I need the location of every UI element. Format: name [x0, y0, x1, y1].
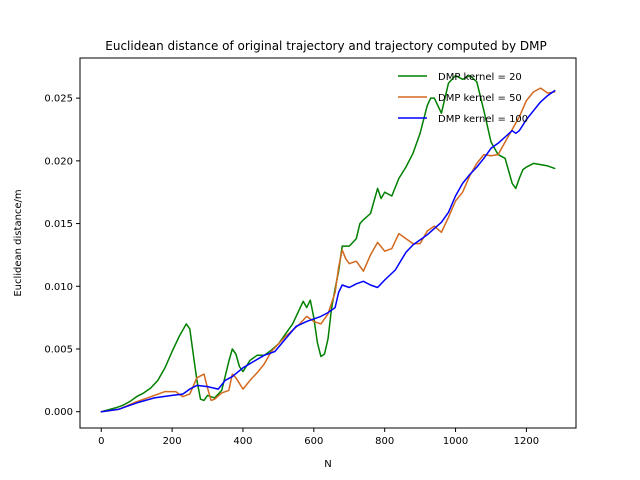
y-tick-label: 0.015 [44, 219, 73, 230]
y-tick-label: 0.020 [44, 156, 73, 167]
legend-label: DMP kernel = 20 [438, 72, 522, 83]
x-axis: 0 200 400 600 800 1000 1200 [98, 428, 539, 447]
plot-frame [79, 57, 577, 429]
y-tick-label: 0.010 [44, 282, 73, 293]
x-tick-label: 1200 [514, 436, 539, 447]
legend-label: DMP kernel = 50 [438, 93, 522, 104]
y-axis: 0.000 0.005 0.010 0.015 0.020 0.025 [44, 94, 80, 418]
series-group [100, 74, 556, 413]
y-axis-title: Euclidean distance/m [13, 189, 24, 296]
series-line-3 [100, 89, 556, 413]
x-tick-label: 400 [233, 436, 252, 447]
series-line-1 [100, 74, 556, 413]
x-axis-title: N [324, 459, 331, 470]
x-tick-label: 1000 [443, 436, 468, 447]
legend: DMP kernel = 20 DMP kernel = 50 DMP kernel… [398, 72, 528, 125]
chart-title: Euclidean distance of original trajector… [105, 39, 546, 53]
legend-label: DMP kernel = 100 [438, 114, 528, 125]
y-tick-label: 0.025 [44, 94, 73, 105]
x-tick-label: 800 [375, 436, 394, 447]
x-tick-label: 0 [98, 436, 104, 447]
series-line-2 [100, 87, 556, 413]
y-tick-label: 0.000 [44, 407, 73, 418]
y-tick-label: 0.005 [44, 344, 73, 355]
x-tick-label: 200 [163, 436, 182, 447]
x-tick-label: 600 [304, 436, 323, 447]
